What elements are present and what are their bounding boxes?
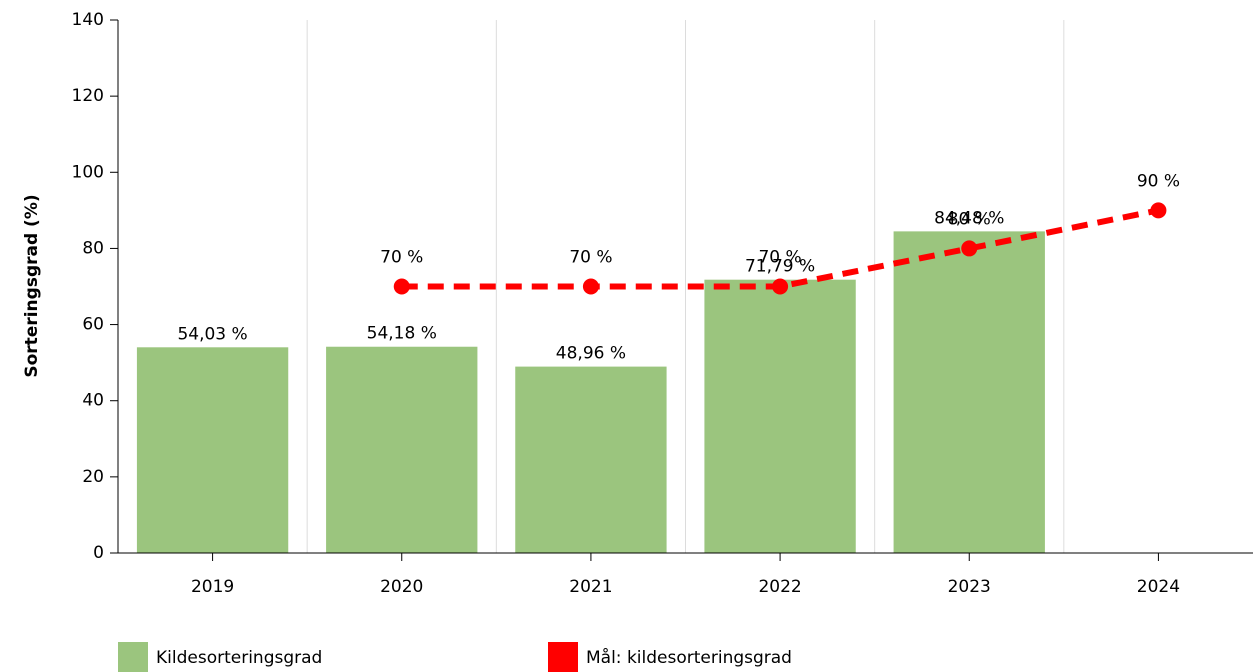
y-tick-label: 40 (82, 391, 104, 411)
line-point (393, 278, 410, 295)
bar (136, 347, 289, 553)
bar-value-label: 54,18 % (367, 324, 437, 344)
x-tick-label: 2024 (1137, 577, 1180, 597)
bar-value-label: 48,96 % (556, 344, 626, 364)
line-value-label: 70 % (758, 248, 801, 268)
bar (326, 346, 478, 553)
y-tick-label: 100 (72, 162, 104, 182)
y-tick-label: 60 (82, 315, 104, 335)
line-value-label: 70 % (569, 248, 612, 268)
x-tick-label: 2022 (758, 577, 801, 597)
bar-value-label: 84,48 % (934, 208, 1004, 228)
line-point (582, 278, 599, 295)
x-tick-label: 2021 (569, 577, 612, 597)
bar-value-label: 71,79 % (745, 257, 815, 277)
x-tick-label: 2020 (380, 577, 423, 597)
legend-swatch (118, 642, 148, 672)
x-tick-label: 2023 (948, 577, 991, 597)
x-tick-label: 2019 (191, 577, 234, 597)
line-value-label: 70 % (380, 248, 423, 268)
bar (515, 366, 667, 553)
line-point (961, 240, 978, 257)
y-tick-label: 140 (72, 10, 104, 30)
line-value-label: 90 % (1137, 171, 1180, 191)
bar-value-label: 54,03 % (177, 324, 247, 344)
line-point (772, 278, 789, 295)
bar (893, 231, 1045, 554)
y-tick-label: 0 (93, 543, 104, 563)
y-tick-label: 120 (72, 86, 104, 106)
y-tick-label: 80 (82, 238, 104, 258)
legend-swatch (548, 642, 578, 672)
legend-label: Kildesorteringsgrad (156, 648, 322, 668)
y-tick-label: 20 (82, 467, 104, 487)
bar (704, 279, 856, 553)
line-value-label: 80 % (948, 209, 991, 229)
legend-label: Mål: kildesorteringsgrad (586, 647, 792, 668)
y-axis-label: Sorteringsgrad (%) (22, 194, 42, 377)
line-point (1150, 202, 1167, 219)
